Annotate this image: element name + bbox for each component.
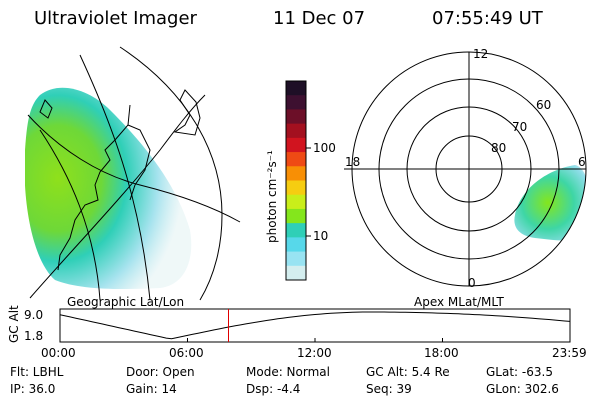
mlat-label-70: 70 [512, 120, 528, 134]
colorbar-band [286, 237, 306, 253]
time-tick-0000: 00:00 [41, 346, 76, 360]
time-tick-0600: 06:00 [169, 346, 204, 360]
colorbar-tick-100: 100 [313, 141, 336, 155]
info-dsp: Dsp: -4.4 [246, 382, 301, 396]
colorbar-band [286, 81, 306, 96]
mlt-label-6: 6 [578, 155, 586, 169]
longitude-line-1 [39, 129, 101, 301]
info-seq: Seq: 39 [366, 382, 412, 396]
longitude-line-2 [79, 54, 151, 301]
mlt-label-0: 0 [468, 276, 476, 290]
colorbar-band [286, 95, 306, 110]
colorbar-band [286, 166, 306, 181]
aurora-emission-right [514, 165, 586, 241]
info-gain: Gain: 14 [126, 382, 177, 396]
info-glon: GLon: 302.6 [486, 382, 559, 396]
info-glat: GLat: -63.5 [486, 365, 553, 379]
map-limb-arc [119, 46, 223, 301]
mlt-label-18: 18 [345, 155, 361, 169]
mlat-label-60: 60 [536, 98, 552, 112]
latitude-line-2 [27, 114, 241, 223]
mlat-label-80: 80 [491, 141, 507, 155]
aurora-emission-left [25, 87, 192, 290]
colorbar-tick-10: 10 [313, 229, 329, 243]
colorbar-band [286, 123, 306, 139]
coastline-antarctic-peninsula [173, 89, 201, 136]
instrument-title: Ultraviolet Imager [34, 8, 197, 29]
colorbar-band [286, 194, 306, 210]
coastline-island [39, 99, 53, 119]
altitude-ytick-max: 9.0 [24, 308, 44, 322]
time-tick-1800: 18:00 [424, 346, 459, 360]
latitude-line-1 [29, 94, 206, 299]
info-flt: Flt: LBHL [10, 365, 64, 379]
colorbar-band [286, 251, 306, 267]
altitude-ytick-min: 1.8 [24, 329, 44, 343]
altitude-curve [59, 311, 571, 340]
time-tick-1200: 12:00 [297, 346, 332, 360]
colorbar-band [286, 152, 306, 167]
info-door: Door: Open [126, 365, 195, 379]
colorbar-band [286, 223, 306, 238]
time-tick-2359: 23:59 [552, 346, 587, 360]
left-panel-caption: Geographic Lat/Lon [67, 295, 185, 309]
observation-date: 11 Dec 07 [273, 8, 366, 29]
observation-time: 07:55:49 UT [432, 8, 543, 29]
colorbar-band [286, 137, 306, 153]
altitude-ylabel: GC Alt [7, 305, 21, 343]
mlt-label-12: 12 [473, 47, 489, 61]
colorbar-band [286, 109, 306, 125]
colorbar-band [286, 208, 306, 224]
colorbar-band [286, 265, 306, 281]
info-mode: Mode: Normal [246, 365, 330, 379]
right-panel-caption: Apex MLat/MLT [414, 295, 504, 309]
coastline-south-america [57, 104, 151, 271]
info-ip: IP: 36.0 [10, 382, 56, 396]
info-gc-alt: GC Alt: 5.4 Re [366, 365, 450, 379]
colorbar-band [286, 180, 306, 196]
